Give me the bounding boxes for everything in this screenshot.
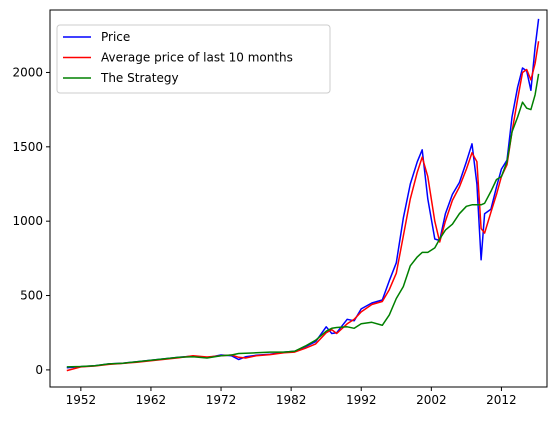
plot-lines — [66, 18, 540, 372]
y-tick-label: 1000 — [12, 214, 43, 228]
x-tick-label: 2012 — [486, 393, 517, 407]
legend: Price Average price of last 10 months The … — [56, 24, 331, 94]
y-tick-label: 0 — [35, 363, 43, 377]
x-tick-label: 1952 — [66, 393, 97, 407]
x-tick-label: 1972 — [206, 393, 237, 407]
y-axis: 0 500 1000 1500 2000 — [12, 65, 50, 377]
y-tick-label: 1500 — [12, 140, 43, 154]
x-tick-label: 1992 — [346, 393, 377, 407]
legend-box — [56, 24, 331, 94]
x-tick-label: 1962 — [136, 393, 167, 407]
x-tick-label: 1982 — [276, 393, 307, 407]
series-line-2 — [66, 73, 540, 368]
series-line-1 — [66, 41, 540, 372]
axes-frame — [49, 9, 548, 388]
x-tick-label: 2002 — [416, 393, 447, 407]
y-tick-label: 500 — [20, 289, 43, 303]
x-axis: 1952 1962 1972 1982 1992 2002 2012 — [66, 387, 517, 407]
legend-label: Average price of last 10 months — [101, 51, 293, 65]
y-tick-label: 2000 — [12, 65, 43, 79]
legend-label: Price — [101, 30, 130, 44]
legend-label: The Strategy — [100, 71, 179, 85]
